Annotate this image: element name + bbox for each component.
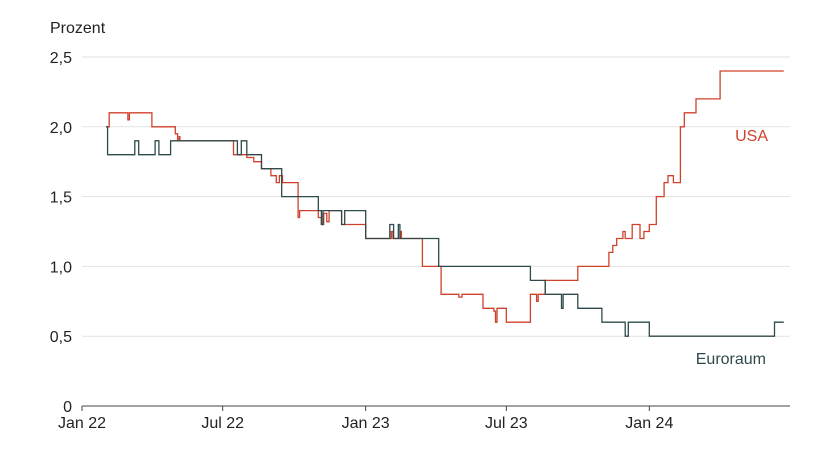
- y-tick-label: 1,5: [50, 190, 72, 207]
- x-tick-label: Jan 24: [625, 415, 673, 432]
- y-tick-label: 2,0: [50, 120, 72, 137]
- x-tick-label: Jul 23: [485, 415, 528, 432]
- y-axis-ticks: 0 0,5 1,0 1,5 2,0 2,5: [50, 50, 72, 416]
- series-lines: [106, 70, 784, 337]
- y-tick-label: 1,0: [50, 259, 72, 276]
- series-labels: USA Euroraum: [696, 128, 769, 368]
- y-tick-label: 2,5: [50, 50, 72, 67]
- y-tick-label: 0: [63, 399, 72, 416]
- x-axis-ticks: Jan 22 Jul 22 Jan 23 Jul 23 Jan 24: [58, 406, 673, 432]
- x-tick-label: Jan 22: [58, 415, 106, 432]
- series-label-euroraum: Euroraum: [696, 351, 766, 368]
- gridlines: [82, 56, 790, 407]
- x-tick-label: Jul 22: [201, 415, 244, 432]
- series-line-euroraum: [106, 126, 784, 337]
- x-tick-label: Jan 23: [342, 415, 390, 432]
- y-tick-label: 0,5: [50, 329, 72, 346]
- series-label-usa: USA: [735, 128, 768, 145]
- y-axis-unit-label: Prozent: [50, 20, 106, 37]
- series-line-usa: [106, 70, 784, 323]
